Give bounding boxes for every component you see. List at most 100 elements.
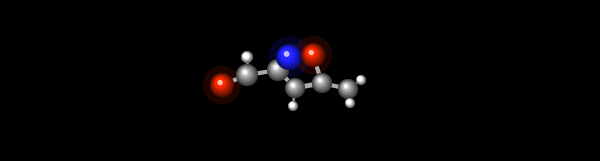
Circle shape (307, 48, 316, 57)
Circle shape (315, 76, 326, 87)
Circle shape (338, 79, 358, 98)
Circle shape (288, 101, 298, 111)
Circle shape (281, 49, 292, 59)
Circle shape (347, 101, 349, 102)
Circle shape (286, 79, 303, 96)
Circle shape (347, 100, 351, 104)
Circle shape (274, 65, 277, 67)
Circle shape (305, 47, 317, 59)
Circle shape (286, 79, 304, 97)
Circle shape (272, 64, 279, 71)
Circle shape (239, 66, 253, 81)
Circle shape (244, 54, 246, 56)
Circle shape (356, 75, 366, 85)
Circle shape (284, 52, 286, 53)
Circle shape (275, 66, 276, 67)
Circle shape (316, 76, 325, 85)
Circle shape (212, 75, 230, 93)
Circle shape (290, 103, 293, 106)
Circle shape (316, 77, 324, 85)
Circle shape (289, 102, 296, 109)
Circle shape (242, 69, 248, 76)
Circle shape (239, 67, 252, 79)
Circle shape (317, 78, 322, 82)
Circle shape (236, 64, 258, 86)
Circle shape (356, 75, 365, 85)
Circle shape (359, 78, 361, 80)
Circle shape (307, 48, 315, 57)
Circle shape (217, 79, 222, 84)
Circle shape (244, 54, 247, 57)
Circle shape (270, 62, 284, 76)
Circle shape (342, 82, 351, 91)
Circle shape (268, 36, 310, 78)
Circle shape (278, 46, 298, 66)
Circle shape (346, 99, 353, 106)
Circle shape (241, 51, 253, 63)
Circle shape (305, 46, 319, 61)
Circle shape (277, 45, 301, 68)
Circle shape (343, 83, 350, 90)
Circle shape (215, 77, 226, 88)
Circle shape (338, 80, 356, 98)
Circle shape (314, 75, 328, 89)
Circle shape (340, 80, 355, 95)
Circle shape (267, 59, 289, 81)
Circle shape (241, 51, 253, 63)
Circle shape (272, 63, 281, 72)
Circle shape (318, 78, 322, 83)
Circle shape (356, 76, 365, 84)
Circle shape (304, 46, 320, 61)
Circle shape (358, 76, 362, 81)
Circle shape (243, 53, 248, 59)
Circle shape (291, 83, 295, 88)
Circle shape (289, 101, 298, 110)
Circle shape (243, 53, 249, 59)
Circle shape (214, 77, 227, 90)
Circle shape (242, 52, 252, 62)
Circle shape (318, 78, 320, 80)
Circle shape (292, 84, 293, 85)
Circle shape (211, 74, 233, 95)
Circle shape (279, 47, 296, 64)
Circle shape (281, 48, 293, 60)
Circle shape (267, 59, 289, 81)
Circle shape (301, 43, 325, 67)
Circle shape (340, 80, 355, 96)
Circle shape (358, 77, 361, 80)
Circle shape (313, 74, 329, 90)
Circle shape (312, 73, 332, 93)
Circle shape (346, 99, 352, 105)
Circle shape (238, 66, 254, 82)
Circle shape (285, 78, 305, 98)
Circle shape (203, 66, 241, 104)
Circle shape (347, 100, 349, 102)
Circle shape (212, 75, 229, 92)
Circle shape (268, 60, 287, 79)
Circle shape (345, 98, 355, 108)
Circle shape (340, 81, 353, 94)
Circle shape (270, 62, 283, 75)
Circle shape (243, 53, 250, 59)
Circle shape (356, 75, 365, 84)
Circle shape (308, 50, 312, 53)
Circle shape (242, 52, 250, 60)
Circle shape (238, 65, 255, 83)
Circle shape (343, 84, 348, 89)
Circle shape (305, 47, 318, 60)
Circle shape (358, 77, 362, 81)
Circle shape (242, 70, 247, 74)
Circle shape (213, 76, 229, 91)
Circle shape (289, 81, 298, 90)
Circle shape (282, 50, 290, 57)
Circle shape (345, 98, 355, 108)
Circle shape (274, 65, 278, 69)
Circle shape (237, 65, 257, 85)
Circle shape (288, 101, 298, 111)
Circle shape (304, 45, 320, 62)
Circle shape (286, 79, 302, 95)
Circle shape (288, 80, 300, 92)
Circle shape (283, 50, 289, 57)
Circle shape (244, 54, 247, 57)
Circle shape (211, 73, 233, 96)
